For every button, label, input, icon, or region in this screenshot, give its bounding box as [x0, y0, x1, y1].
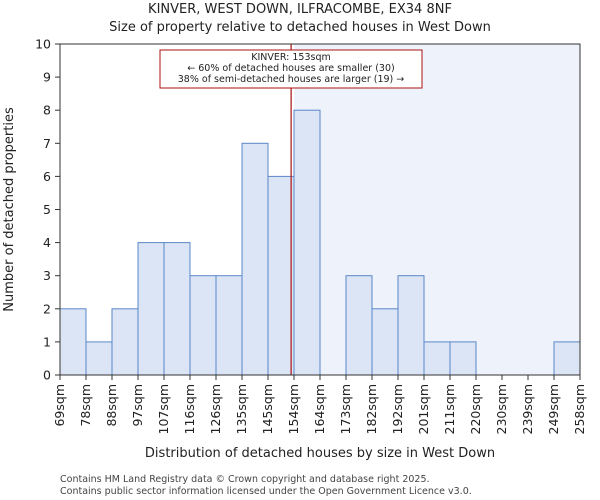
- x-tick-label: 116sqm: [182, 384, 197, 434]
- x-tick-label: 182sqm: [364, 384, 379, 434]
- x-tick-label: 126sqm: [208, 384, 223, 434]
- bar-88sqm: [111, 308, 139, 376]
- bar-97sqm: [137, 242, 165, 376]
- plot-area: [59, 43, 581, 376]
- x-axis-label: Distribution of detached houses by size …: [145, 446, 495, 461]
- x-tick-label: 107sqm: [156, 384, 171, 434]
- y-axis-ticks: 0 1 2 3 4 5 6 7 8 9 10: [35, 37, 60, 383]
- property-annotation: KINVER: 153sqm ← 60% of detached houses …: [159, 49, 423, 89]
- bar-107sqm: [163, 242, 191, 376]
- x-tick-label: 135sqm: [234, 384, 249, 434]
- y-tick-label: 4: [43, 235, 51, 250]
- bar-192sqm: [397, 275, 425, 376]
- bar-249sqm: [553, 341, 581, 376]
- x-tick-label: 201sqm: [416, 384, 431, 434]
- bar-173sqm: [345, 275, 373, 376]
- x-tick-label: 88sqm: [104, 384, 119, 427]
- y-tick-label: 3: [43, 268, 51, 283]
- x-tick-label: 164sqm: [312, 384, 327, 434]
- bar-78sqm: [85, 341, 113, 376]
- annotation-box: [159, 49, 423, 89]
- x-tick-label: 239sqm: [520, 384, 535, 434]
- y-axis-label: Number of detached properties: [2, 107, 17, 312]
- y-tick-label: 9: [43, 70, 51, 85]
- x-tick-label: 78sqm: [78, 384, 93, 427]
- x-tick-label: 258sqm: [572, 384, 587, 434]
- x-tick-label: 154sqm: [286, 384, 301, 434]
- y-tick-label: 5: [43, 202, 51, 217]
- x-axis-ticks: 69sqm 78sqm 88sqm 97sqm 107sqm 116sqm 126sqm 13…: [52, 375, 587, 434]
- bar-126sqm: [215, 275, 243, 376]
- bar-201sqm: [423, 341, 451, 376]
- footer-line-2: Contains public sector information licen…: [60, 486, 472, 497]
- x-tick-label: 192sqm: [390, 384, 405, 434]
- bar-182sqm: [371, 308, 399, 376]
- bars: [59, 109, 581, 376]
- bar-135sqm: [241, 142, 269, 376]
- annotation-line-3: 38% of semi-detached houses are larger (…: [178, 74, 405, 85]
- x-tick-label: 173sqm: [338, 384, 353, 434]
- x-tick-label: 97sqm: [130, 384, 145, 427]
- annotation-line-2: ← 60% of detached houses are smaller (30…: [187, 63, 394, 74]
- y-tick-label: 8: [43, 103, 51, 118]
- y-tick-label: 6: [43, 169, 51, 184]
- y-tick-label: 0: [43, 368, 51, 383]
- x-tick-label: 211sqm: [442, 384, 457, 434]
- y-tick-label: 2: [43, 301, 51, 316]
- y-tick-label: 10: [35, 37, 51, 52]
- bar-69sqm: [59, 308, 87, 376]
- y-tick-label: 7: [43, 136, 51, 151]
- x-tick-label: 220sqm: [468, 384, 483, 434]
- x-tick-label: 249sqm: [546, 384, 561, 434]
- bar-145sqm: [267, 175, 295, 376]
- bar-116sqm: [189, 275, 217, 376]
- annotation-line-1: KINVER: 153sqm: [251, 52, 331, 63]
- x-tick-label: 69sqm: [52, 384, 67, 427]
- x-tick-label: 145sqm: [260, 384, 275, 434]
- chart-subtitle: Size of property relative to detached ho…: [109, 20, 491, 35]
- highlight-region: [294, 44, 580, 375]
- bar-211sqm: [449, 341, 477, 376]
- footer-line-1: Contains HM Land Registry data © Crown c…: [60, 474, 430, 485]
- y-tick-label: 1: [43, 334, 51, 349]
- chart-title: KINVER, WEST DOWN, ILFRACOMBE, EX34 8NF: [148, 2, 452, 17]
- x-tick-label: 230sqm: [494, 384, 509, 434]
- bar-154sqm: [293, 109, 321, 376]
